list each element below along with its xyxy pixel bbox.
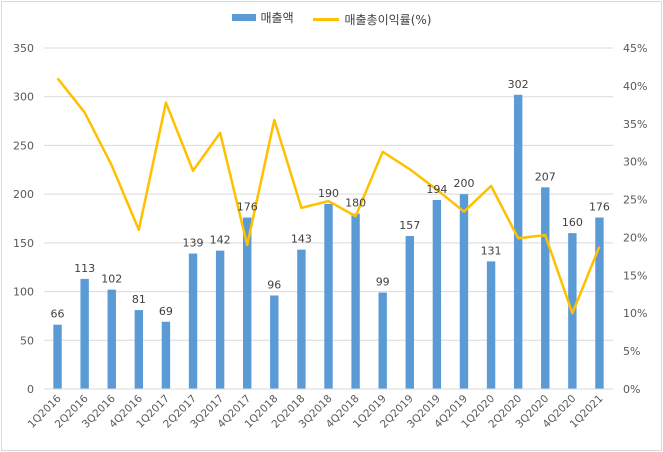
bar [215,250,225,389]
bar-data-label: 176 [589,201,610,214]
right-axis-tick-label: 30% [623,156,647,169]
left-axis-tick-label: 350 [13,42,34,55]
bar-data-label: 207 [535,170,556,183]
right-axis-tick-label: 5% [623,345,640,358]
bar-data-label: 66 [51,308,65,321]
bar-data-label: 69 [159,305,173,318]
bar [297,249,306,389]
bar-data-label: 176 [237,201,258,214]
bar [432,199,442,389]
bar [595,217,604,389]
bar-data-label: 302 [508,78,529,91]
left-axis-tick-label: 0 [27,383,34,396]
bar-data-label: 139 [183,237,204,250]
bar [541,187,550,389]
legend-item-revenue: 매출액 [231,9,294,26]
bar-data-label: 81 [132,293,146,306]
bar-data-label: 99 [376,276,390,289]
right-axis-tick-label: 40% [623,80,647,93]
left-axis-tick-label: 300 [13,91,34,104]
legend-item-margin: 매출총이익률(%) [313,11,431,28]
bar-data-label: 180 [345,197,366,210]
bar [161,321,171,389]
bar [243,217,252,389]
right-axis-tick-label: 10% [623,307,647,320]
right-axis-tick-label: 0% [623,383,640,396]
left-axis-tick-label: 50 [20,334,34,347]
left-axis-tick-label: 250 [13,139,34,152]
legend-swatch-revenue [231,14,256,21]
bar [405,236,414,389]
bar-data-label: 194 [426,183,447,196]
bar-data-label: 143 [291,233,312,246]
legend-label-revenue: 매출액 [260,11,294,25]
bar [134,310,144,389]
right-axis-tick-label: 25% [623,194,647,207]
bar [513,94,523,389]
right-axis-tick-label: 45% [623,42,647,55]
bar-data-label: 113 [74,262,95,275]
right-axis-tick-label: 15% [623,269,647,282]
bar-data-label: 190 [318,187,339,200]
bar [80,278,89,389]
bar [324,203,333,389]
bar [270,295,279,389]
bar-data-label: 160 [562,216,583,229]
bar-data-label: 131 [481,244,502,257]
left-axis-tick-label: 200 [13,188,34,201]
bar-data-label: 142 [210,234,231,247]
bar [107,289,116,389]
bar-data-label: 102 [101,273,122,286]
legend-label-margin: 매출총이익률(%) [344,13,432,27]
bar [459,194,469,389]
margin-line [56,77,601,315]
bar-data-label: 200 [453,177,474,190]
bar [378,292,387,389]
right-axis-tick-label: 20% [623,231,647,244]
left-axis-tick-label: 150 [13,237,34,250]
legend: 매출액 매출총이익률(%) [0,9,663,28]
left-axis-tick-label: 100 [13,286,34,299]
bar [53,324,62,389]
bar [486,261,496,389]
bar [351,213,360,389]
bar-data-label: 157 [399,219,420,232]
right-axis-tick-label: 35% [623,118,647,131]
legend-swatch-margin [313,18,340,21]
bar [188,253,198,389]
bar-data-label: 96 [267,278,281,291]
